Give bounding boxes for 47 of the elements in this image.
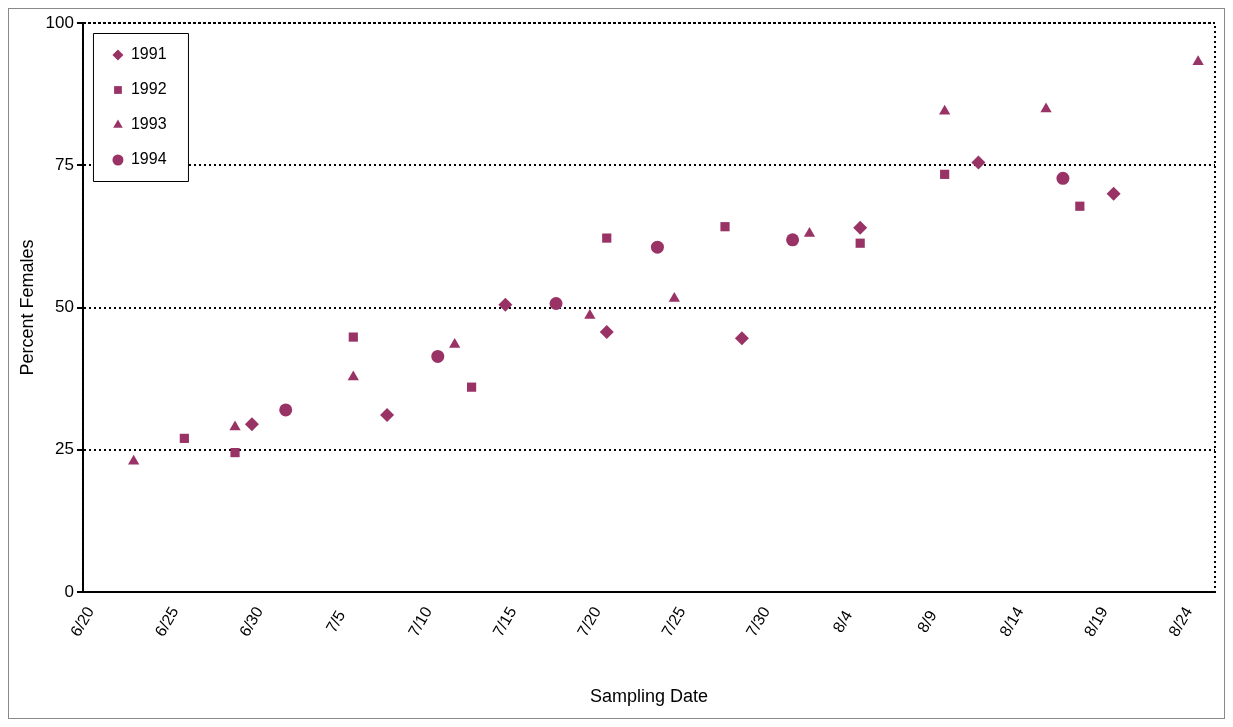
y-tick-label: 75	[55, 154, 74, 174]
y-axis-title: Percent Females	[16, 239, 37, 376]
point	[229, 420, 241, 431]
point	[1192, 55, 1204, 65]
point	[549, 297, 563, 311]
point	[734, 331, 749, 346]
point	[466, 382, 477, 392]
legend-label: 1991	[130, 45, 167, 63]
point	[971, 155, 986, 170]
point	[599, 324, 614, 339]
point	[348, 332, 358, 342]
point	[853, 220, 868, 235]
point	[498, 297, 513, 312]
point	[786, 233, 800, 247]
point	[855, 238, 865, 248]
point	[449, 337, 461, 348]
point	[939, 104, 951, 115]
legend-label: 1994	[130, 150, 167, 168]
point	[602, 233, 612, 243]
point	[720, 222, 730, 232]
point	[803, 227, 816, 237]
point	[179, 433, 189, 443]
point	[668, 291, 680, 302]
legend-label: 1993	[130, 115, 167, 133]
y-tick-label: 0	[64, 581, 74, 601]
point	[431, 349, 445, 363]
x-axis-title: Sampling Date	[589, 686, 709, 707]
point	[650, 240, 664, 254]
point	[940, 169, 950, 179]
x-tick-label: 8/4	[829, 607, 856, 636]
x-tick-label: 8/9	[913, 607, 940, 636]
point	[380, 408, 395, 423]
point	[279, 403, 293, 417]
point	[1056, 171, 1070, 185]
point	[347, 370, 359, 381]
point	[244, 417, 259, 432]
point	[1106, 186, 1121, 201]
point	[128, 454, 140, 465]
y-tick-label: 25	[55, 439, 74, 459]
point	[1040, 102, 1052, 113]
y-tick-label: 100	[45, 12, 74, 32]
point	[230, 448, 240, 458]
x-tick-label: 7/5	[322, 607, 349, 636]
point	[584, 308, 596, 319]
legend-label: 1992	[130, 80, 167, 98]
point	[1075, 201, 1085, 211]
y-tick-label: 50	[55, 297, 74, 317]
